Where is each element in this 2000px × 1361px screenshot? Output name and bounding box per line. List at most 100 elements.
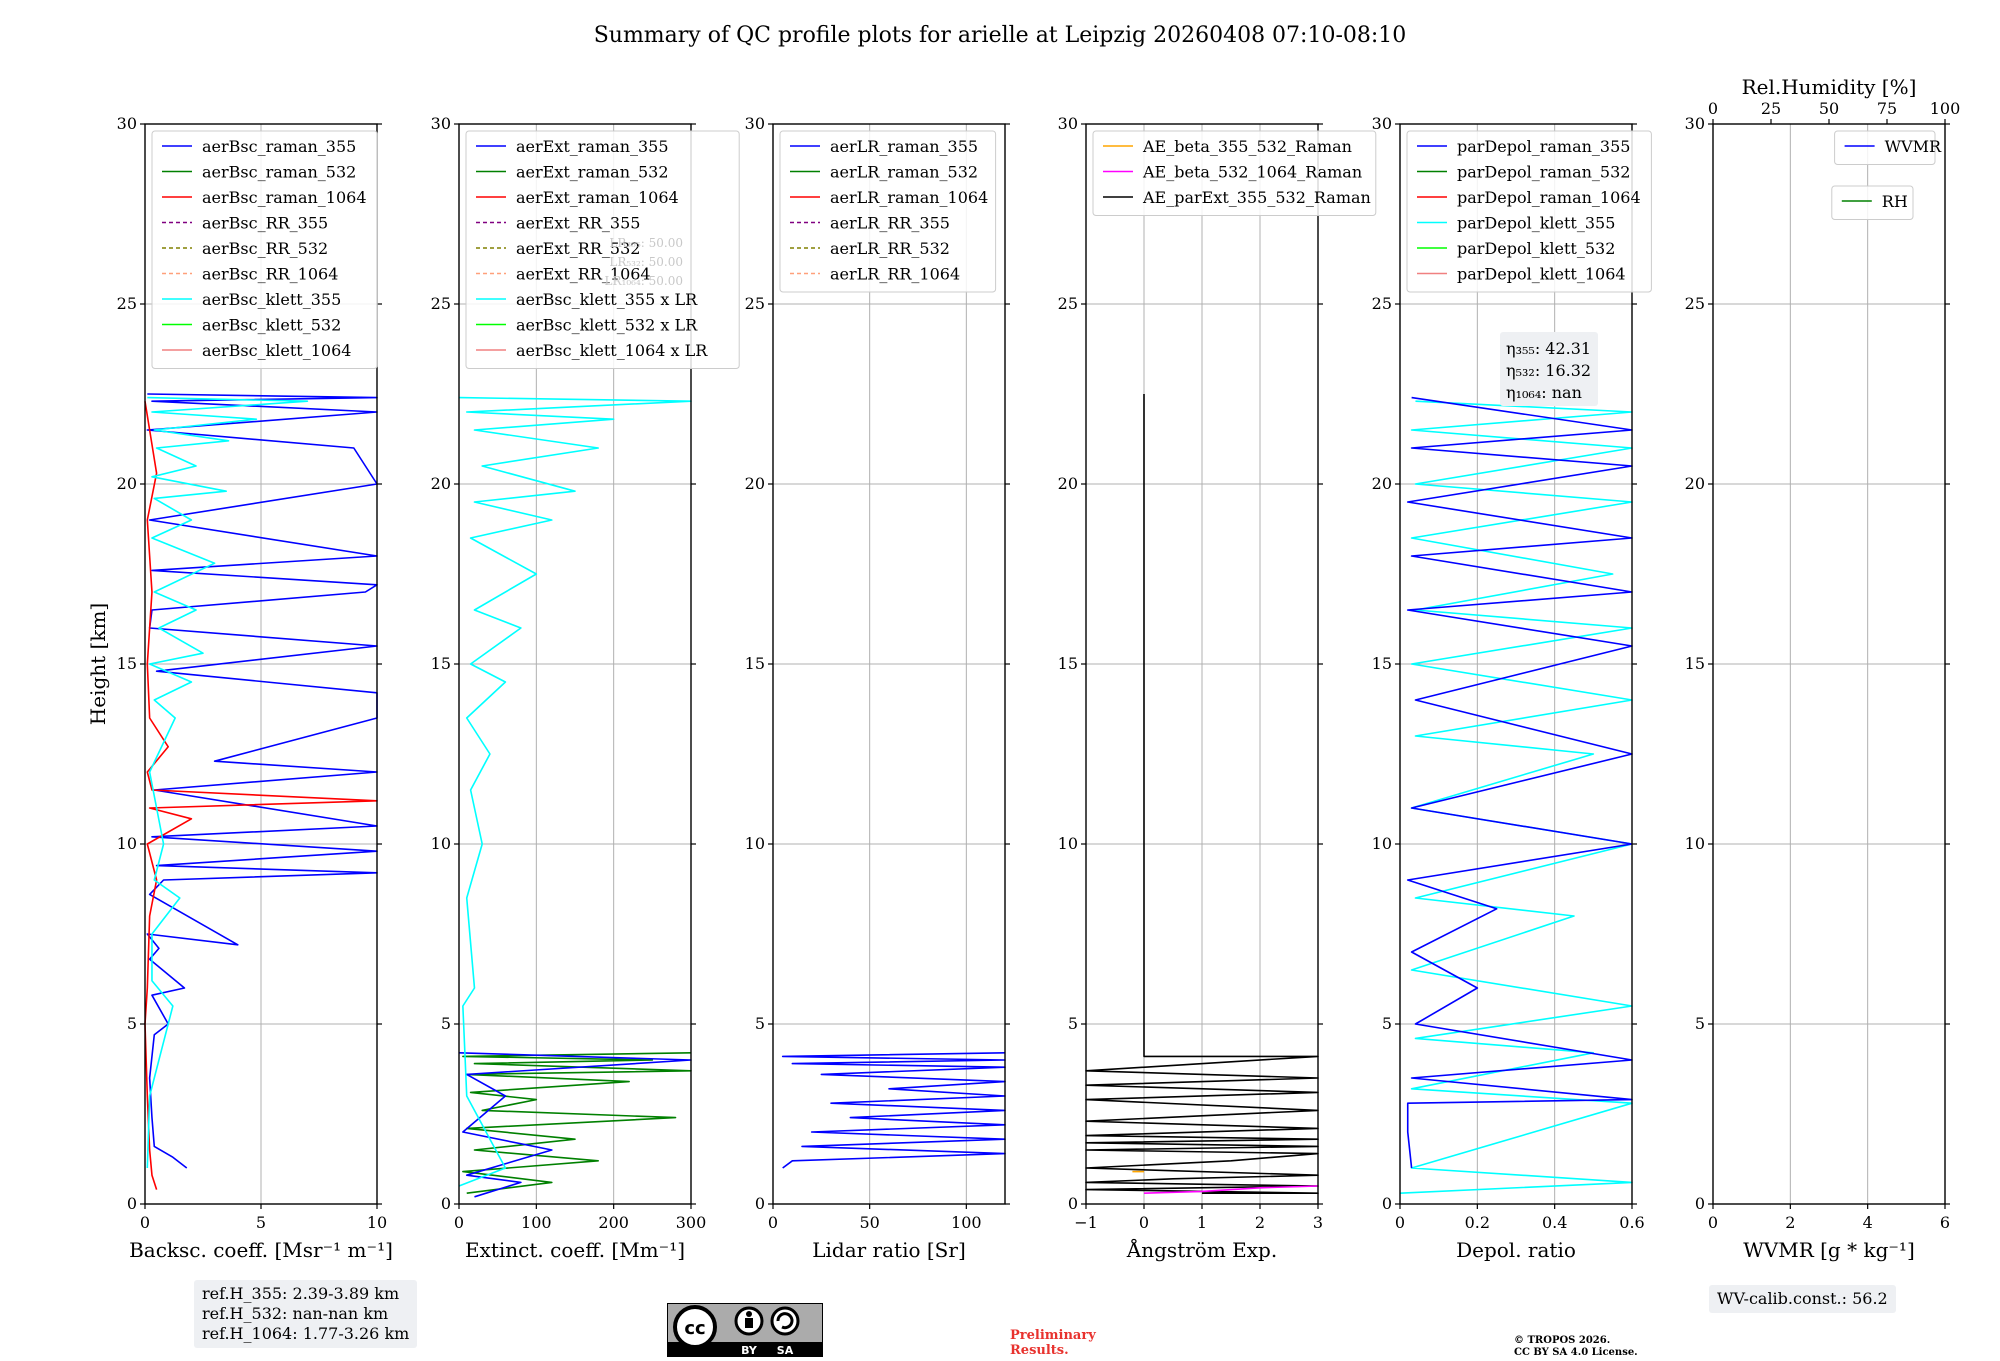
y-tick-label: 5 [1068, 1014, 1078, 1033]
legend-label: WVMR [1885, 137, 1942, 156]
x-tick-label: 2 [1785, 1213, 1795, 1232]
legend-label: RH [1882, 192, 1908, 211]
series-AE_parExt_355_532_Raman [1085, 394, 1319, 1194]
x-axis-label: Backsc. coeff. [Msr⁻¹ m⁻¹] [129, 1238, 393, 1262]
x-tick-label: 0 [140, 1213, 150, 1232]
legend-label: parDepol_klett_532 [1457, 239, 1615, 258]
y-tick-label: 5 [1695, 1014, 1705, 1033]
x-tick-label: 200 [598, 1213, 629, 1232]
legend-label: aerLR_raman_532 [830, 163, 978, 182]
y-tick-label: 0 [755, 1194, 765, 1213]
y-tick-label: 15 [1058, 654, 1078, 673]
reference-height-box: ref.H_355: 2.39-3.89 km ref.H_532: nan-n… [194, 1280, 418, 1348]
y-tick-label: 10 [1372, 834, 1392, 853]
top-x-tick-label: 25 [1761, 99, 1781, 118]
preliminary-line-1: Preliminary [1010, 1328, 1096, 1343]
x-tick-label: 5 [256, 1213, 266, 1232]
legend-2 [1831, 185, 1914, 220]
lidar-ratio-label: LR₅₃₂: 50.00 [609, 255, 683, 269]
legend-label: aerBsc_klett_355 x LR [516, 290, 698, 309]
legend-label: aerBsc_RR_355 [202, 214, 328, 233]
legend [151, 130, 378, 369]
top-x-tick-label: 75 [1877, 99, 1897, 118]
x-tick-label: 0.2 [1465, 1213, 1490, 1232]
series-aerBsc_raman_355 [146, 393, 378, 1169]
eta-box [1500, 332, 1598, 406]
y-tick-label: 20 [1372, 474, 1392, 493]
legend-label: aerLR_RR_532 [830, 239, 950, 258]
legend-label: aerBsc_klett_532 x LR [516, 316, 698, 335]
legend-label: aerBsc_raman_1064 [202, 188, 367, 207]
y-tick-label: 15 [1372, 654, 1392, 673]
series-aerLR_raman_355 [781, 1052, 1006, 1169]
y-tick-label: 5 [127, 1014, 137, 1033]
sa-share-icon [770, 1306, 800, 1336]
legend-label: aerLR_RR_1064 [830, 265, 960, 284]
y-tick-label: 30 [745, 114, 765, 133]
legend [1406, 130, 1652, 293]
legend-label: aerBsc_klett_1064 [202, 341, 351, 360]
y-tick-label: 30 [1685, 114, 1705, 133]
legend [1834, 130, 1936, 165]
x-tick-label: 0 [768, 1213, 778, 1232]
y-tick-label: 10 [1685, 834, 1705, 853]
figure-title: Summary of QC profile plots for arielle … [594, 23, 1407, 48]
legend-label: aerExt_RR_1064 [516, 265, 651, 284]
y-tick-label: 5 [441, 1014, 451, 1033]
y-tick-label: 30 [1372, 114, 1392, 133]
legend-label: aerBsc_klett_1064 x LR [516, 341, 708, 360]
legend-label: aerExt_raman_355 [516, 137, 669, 156]
y-tick-label: 0 [1068, 1194, 1078, 1213]
ref-height-1064: ref.H_1064: 1.77-3.26 km [202, 1324, 410, 1343]
y-tick-label: 25 [1058, 294, 1078, 313]
legend-label: AE_parExt_355_532_Raman [1142, 188, 1371, 207]
x-tick-label: 0 [1395, 1213, 1405, 1232]
copyright-line-1: © TROPOS 2026. [1514, 1335, 1611, 1346]
profile-panel-1: 0 5 10 15 20 25 30 0 5 10 Backsc. coeff. [Msr⁻¹ m⁻… [86, 114, 393, 1262]
y-tick-label: 0 [127, 1194, 137, 1213]
y-tick-label: 25 [431, 294, 451, 313]
x-tick-label: 0 [1139, 1213, 1149, 1232]
y-tick-label: 20 [117, 474, 137, 493]
x-tick-label: 0 [454, 1213, 464, 1232]
x-tick-label: 0.4 [1542, 1213, 1567, 1232]
y-tick-label: 15 [431, 654, 451, 673]
cc-icon [673, 1305, 717, 1349]
lidar-ratio-label: LR₁₀₆₄: 50.00 [605, 274, 683, 288]
x-tick-label: 300 [676, 1213, 707, 1232]
series-aerBsc_klett_355 x LR [458, 396, 692, 1187]
y-tick-label: 30 [117, 114, 137, 133]
y-tick-label: 10 [117, 834, 137, 853]
x-axis-label: Extinct. coeff. [Mm⁻¹] [465, 1238, 685, 1262]
legend-label: aerLR_raman_355 [830, 137, 978, 156]
x-tick-label: 1 [1197, 1213, 1207, 1232]
legend-label: parDepol_raman_1064 [1457, 188, 1641, 207]
top-x-tick-label: 0 [1708, 99, 1718, 118]
legend-label: AE_beta_355_532_Raman [1142, 137, 1352, 156]
copyright-line-2: CC BY SA 4.0 License. [1514, 1347, 1638, 1358]
sa-text: SA [777, 1344, 794, 1357]
x-tick-label: 6 [1940, 1213, 1950, 1232]
ref-height-532: ref.H_532: nan-nan km [202, 1304, 389, 1323]
top-x-tick-label: 100 [1930, 99, 1961, 118]
legend-label: parDepol_klett_1064 [1457, 265, 1626, 284]
y-tick-label: 15 [745, 654, 765, 673]
legend [465, 130, 740, 369]
x-axis-label: Ångström Exp. [1126, 1237, 1277, 1262]
y-tick-label: 10 [1058, 834, 1078, 853]
y-tick-label: 0 [441, 1194, 451, 1213]
legend-label: parDepol_raman_532 [1457, 163, 1630, 182]
legend-label: AE_beta_532_1064_Raman [1142, 163, 1362, 182]
x-axis-label: WVMR [g * kg⁻¹] [1743, 1238, 1915, 1262]
series-aerExt_raman_355 [458, 1052, 692, 1198]
y-axis-label: Height [km] [86, 603, 110, 725]
copyright-note: © TROPOS 2026. CC BY SA 4.0 License. [1514, 1335, 1638, 1359]
legend-label: aerBsc_RR_532 [202, 239, 328, 258]
series-aerExt_raman_532 [462, 1052, 692, 1194]
x-tick-label: 50 [859, 1213, 879, 1232]
legend-label: aerBsc_RR_1064 [202, 265, 338, 284]
y-tick-label: 15 [117, 654, 137, 673]
